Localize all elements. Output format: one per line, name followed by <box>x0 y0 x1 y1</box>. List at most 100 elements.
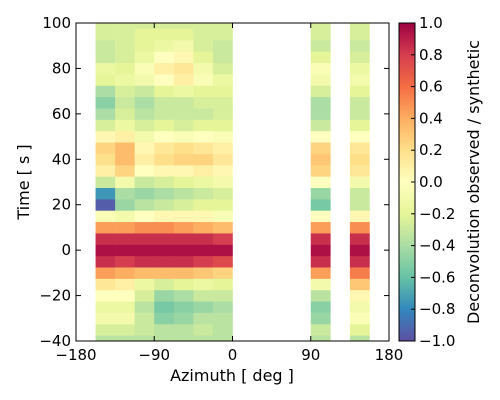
heatmap-cell <box>134 108 155 120</box>
heatmap-cell <box>349 244 370 257</box>
heatmap-cell <box>193 74 214 86</box>
heatmap-cell <box>115 74 135 86</box>
heatmap-cell <box>212 312 233 325</box>
colorbar-tick-label: 0.8 <box>419 46 443 64</box>
heatmap-cell <box>310 323 331 336</box>
heatmap-cell <box>173 267 194 279</box>
heatmap-cell <box>115 244 135 257</box>
x-tick-label: 0 <box>228 346 238 364</box>
heatmap-cell <box>349 108 370 120</box>
heatmap-cell <box>349 85 370 98</box>
heatmap-cell <box>115 187 135 200</box>
heatmap-cell <box>154 323 175 336</box>
y-tick-label: 100 <box>42 14 71 32</box>
heatmap-cell <box>95 278 116 291</box>
heatmap-cell <box>95 96 116 109</box>
heatmap-cell <box>134 142 155 154</box>
heatmap-cell <box>193 323 214 336</box>
plot-area: −180 −90 0 90 180 −40 −20 0 20 40 60 80 100 <box>39 14 403 364</box>
heatmap-cell <box>193 164 214 177</box>
heatmap-cell <box>95 187 116 200</box>
y-tick-label: 20 <box>52 196 71 214</box>
heatmap-cell <box>115 51 135 64</box>
heatmap-cell <box>173 244 194 257</box>
heatmap-cell <box>212 74 233 86</box>
heatmap-cell <box>154 233 175 245</box>
y-tick-label: −40 <box>39 332 71 350</box>
heatmap-cell <box>134 164 155 177</box>
heatmap-cell <box>310 130 331 143</box>
heatmap-cell <box>310 301 331 313</box>
colorbar: −1.0 −0.8 −0.6 −0.4 −0.2 0.0 0.2 0.4 0.6 0.8 1.0 D… <box>398 14 483 350</box>
heatmap-cell <box>310 267 331 279</box>
heatmap-cell <box>310 119 331 132</box>
heatmap-cell <box>349 199 370 211</box>
colorbar-tick-label: −0.2 <box>419 205 455 223</box>
heatmap-cell <box>173 142 194 154</box>
heatmap-cell <box>349 312 370 325</box>
heatmap-cell <box>212 40 233 52</box>
x-tick-label: −180 <box>55 346 96 364</box>
x-axis-title: Azimuth [ deg ] <box>170 366 294 385</box>
heatmap-cell <box>115 85 135 98</box>
heatmap-cell <box>95 40 116 52</box>
heatmap-cell <box>310 278 331 291</box>
heatmap-cell <box>115 278 135 291</box>
heatmap-cell <box>212 130 233 143</box>
heatmap-cell <box>115 221 135 234</box>
heatmap-cell <box>212 278 233 291</box>
heatmap-cell <box>134 301 155 313</box>
heatmap-cell <box>193 40 214 52</box>
x-tick-label: −90 <box>138 346 170 364</box>
heatmap-cell <box>173 187 194 200</box>
heatmap-cell <box>212 267 233 279</box>
heatmap-cell <box>193 301 214 313</box>
heatmap-cell <box>310 312 331 325</box>
heatmap-cell <box>154 130 175 143</box>
heatmap-cell <box>95 23 116 29</box>
heatmap-cell <box>173 23 194 29</box>
heatmap-cell <box>173 233 194 245</box>
heatmap-cell <box>154 187 175 200</box>
heatmap-cell <box>154 85 175 98</box>
colorbar-tick-label: 0.2 <box>419 141 443 159</box>
heatmap-cell <box>349 164 370 177</box>
heatmap-cell <box>134 221 155 234</box>
heatmap-cell <box>95 142 116 154</box>
heatmap-cell <box>154 221 175 234</box>
heatmap-cell <box>154 199 175 211</box>
heatmap-cell <box>154 119 175 132</box>
heatmap-cell <box>193 278 214 291</box>
colorbar-ticks: −1.0 −0.8 −0.6 −0.4 −0.2 0.0 0.2 0.4 0.6 0.8 1.0 <box>411 14 455 350</box>
heatmap-cell <box>212 119 233 132</box>
heatmap-cell <box>310 255 331 268</box>
heatmap-cell <box>173 176 194 188</box>
heatmap-cell <box>349 267 370 279</box>
heatmap-cell <box>193 176 214 188</box>
heatmap-cell <box>349 278 370 291</box>
y-axis-title: Time [ s ] <box>14 144 33 220</box>
y-tick-label: 0 <box>61 241 71 259</box>
heatmap-cell <box>134 62 155 75</box>
heatmap-cell <box>173 85 194 98</box>
heatmap-cell <box>134 255 155 268</box>
heatmap-cell <box>115 62 135 75</box>
heatmap-cell <box>212 221 233 234</box>
heatmap-cell <box>349 301 370 313</box>
heatmap-cell <box>95 301 116 313</box>
heatmap-cell <box>134 244 155 257</box>
y-axis: −40 −20 0 20 40 60 80 100 <box>39 14 389 350</box>
heatmap-cell <box>212 187 233 200</box>
heatmap-cell <box>115 28 135 41</box>
heatmap-cell <box>134 40 155 52</box>
heatmap-cell <box>173 96 194 109</box>
heatmap-cell <box>310 23 331 29</box>
heatmap-cell <box>173 278 194 291</box>
heatmap-cell <box>193 108 214 120</box>
heatmap-cell <box>310 221 331 234</box>
heatmap-cell <box>310 153 331 166</box>
heatmap-cell <box>212 199 233 211</box>
heatmap-cell <box>193 130 214 143</box>
heatmap-cell <box>115 323 135 336</box>
heatmap-cell <box>193 153 214 166</box>
